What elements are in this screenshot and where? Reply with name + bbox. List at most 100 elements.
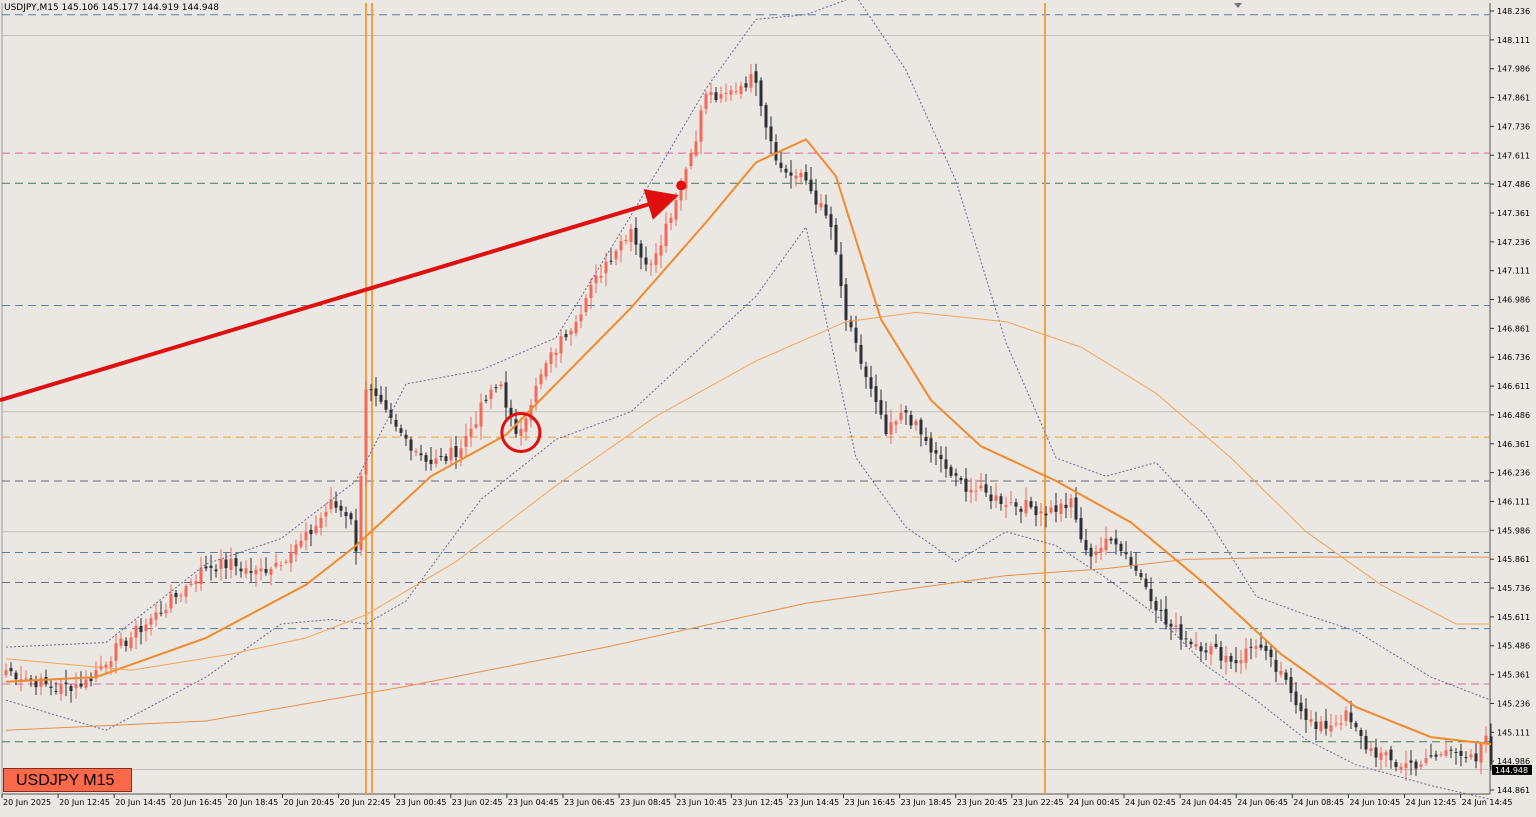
- candle: [1374, 738, 1378, 768]
- candle: [154, 603, 158, 627]
- candle-body: [599, 275, 603, 278]
- candle-body: [1084, 539, 1088, 551]
- candle: [659, 234, 663, 269]
- candle: [64, 669, 68, 697]
- bollinger-upper-band: [5, 0, 1492, 701]
- candle-body: [1264, 645, 1268, 652]
- candle: [874, 374, 878, 415]
- candle-body: [139, 626, 143, 633]
- candle-body: [949, 466, 953, 476]
- candle: [1449, 746, 1453, 759]
- y-tick-label: 148.111: [1497, 36, 1530, 45]
- candle-body: [749, 74, 753, 88]
- candle: [1184, 631, 1188, 647]
- candle: [204, 555, 208, 572]
- candle: [139, 618, 143, 645]
- candle: [89, 672, 93, 687]
- candle: [34, 675, 38, 695]
- x-tick-label: 20 Jun 22:45: [340, 798, 391, 807]
- candle-body: [1249, 646, 1253, 648]
- candle-body: [1104, 538, 1108, 550]
- candle-body: [1114, 538, 1118, 545]
- candle-body: [199, 567, 203, 585]
- candle: [969, 477, 973, 504]
- candle: [849, 315, 853, 332]
- candle: [74, 672, 78, 699]
- candle-body: [259, 568, 263, 572]
- candle-body: [1119, 543, 1123, 552]
- candle: [1069, 493, 1073, 519]
- chart-header: USDJPY,M15 145.106 145.177 144.919 144.9…: [4, 3, 220, 13]
- candle-body: [49, 686, 53, 689]
- candle-body: [274, 562, 278, 567]
- candle: [569, 327, 573, 346]
- x-tick-label: 20 Jun 2025: [3, 798, 51, 807]
- candle-body: [1329, 725, 1333, 732]
- candle-body: [1094, 551, 1098, 556]
- candle-body: [29, 678, 33, 680]
- candle: [1344, 706, 1348, 727]
- candle: [1014, 498, 1018, 516]
- candle: [554, 348, 558, 368]
- candle-body: [184, 586, 188, 597]
- bollinger-lower-band: [5, 225, 1492, 800]
- candle: [354, 508, 358, 565]
- candle-body: [279, 565, 283, 567]
- candle: [249, 557, 253, 582]
- candle: [199, 556, 203, 591]
- candle: [654, 243, 658, 273]
- candle-body: [89, 678, 93, 682]
- candle-body: [1019, 508, 1023, 512]
- candle: [14, 670, 18, 686]
- candle-body: [509, 407, 513, 417]
- y-tick-label: 145.236: [1497, 699, 1530, 708]
- candle-body: [494, 387, 498, 389]
- candle: [754, 63, 758, 96]
- candle: [1389, 745, 1393, 769]
- candle-body: [1054, 505, 1058, 512]
- candle: [699, 105, 703, 155]
- y-tick-label: 145.861: [1497, 555, 1530, 564]
- candle-body: [1344, 710, 1348, 721]
- candle: [1384, 749, 1388, 768]
- candle-body: [989, 494, 993, 502]
- candle: [564, 329, 568, 341]
- x-tick-label: 23 Jun 08:45: [620, 798, 671, 807]
- candle: [269, 566, 273, 586]
- candle-body: [974, 490, 978, 492]
- candle: [749, 63, 753, 93]
- candle-body: [1204, 650, 1208, 653]
- candle: [259, 558, 263, 581]
- candle-body: [689, 152, 693, 167]
- candle: [994, 483, 998, 509]
- candle: [964, 468, 968, 502]
- candle-body: [399, 428, 403, 433]
- candle: [1409, 750, 1413, 776]
- candle-body: [874, 386, 878, 402]
- candle: [764, 102, 768, 140]
- candle: [449, 438, 453, 465]
- candle: [934, 442, 938, 466]
- candle-body: [219, 559, 223, 569]
- candle: [184, 584, 188, 604]
- candle-body: [759, 80, 763, 107]
- candle: [1159, 599, 1163, 621]
- candle-body: [764, 105, 768, 128]
- candle-body: [1004, 505, 1008, 507]
- y-tick-label: 146.736: [1497, 353, 1530, 362]
- candle: [724, 83, 728, 103]
- candle: [869, 365, 873, 398]
- candle-body: [729, 90, 733, 95]
- candle-body: [4, 670, 8, 675]
- y-tick-label: 147.986: [1497, 65, 1530, 74]
- x-tick-label: 24 Jun 06:45: [1237, 798, 1288, 807]
- candle-body: [1109, 538, 1113, 541]
- x-tick-label: 24 Jun 08:45: [1293, 798, 1344, 807]
- candle-body: [39, 677, 43, 687]
- candle-body: [14, 672, 18, 680]
- candle-body: [669, 217, 673, 223]
- candle-body: [1304, 708, 1308, 720]
- candle-body: [774, 142, 778, 161]
- annotation-arrow: [0, 189, 679, 403]
